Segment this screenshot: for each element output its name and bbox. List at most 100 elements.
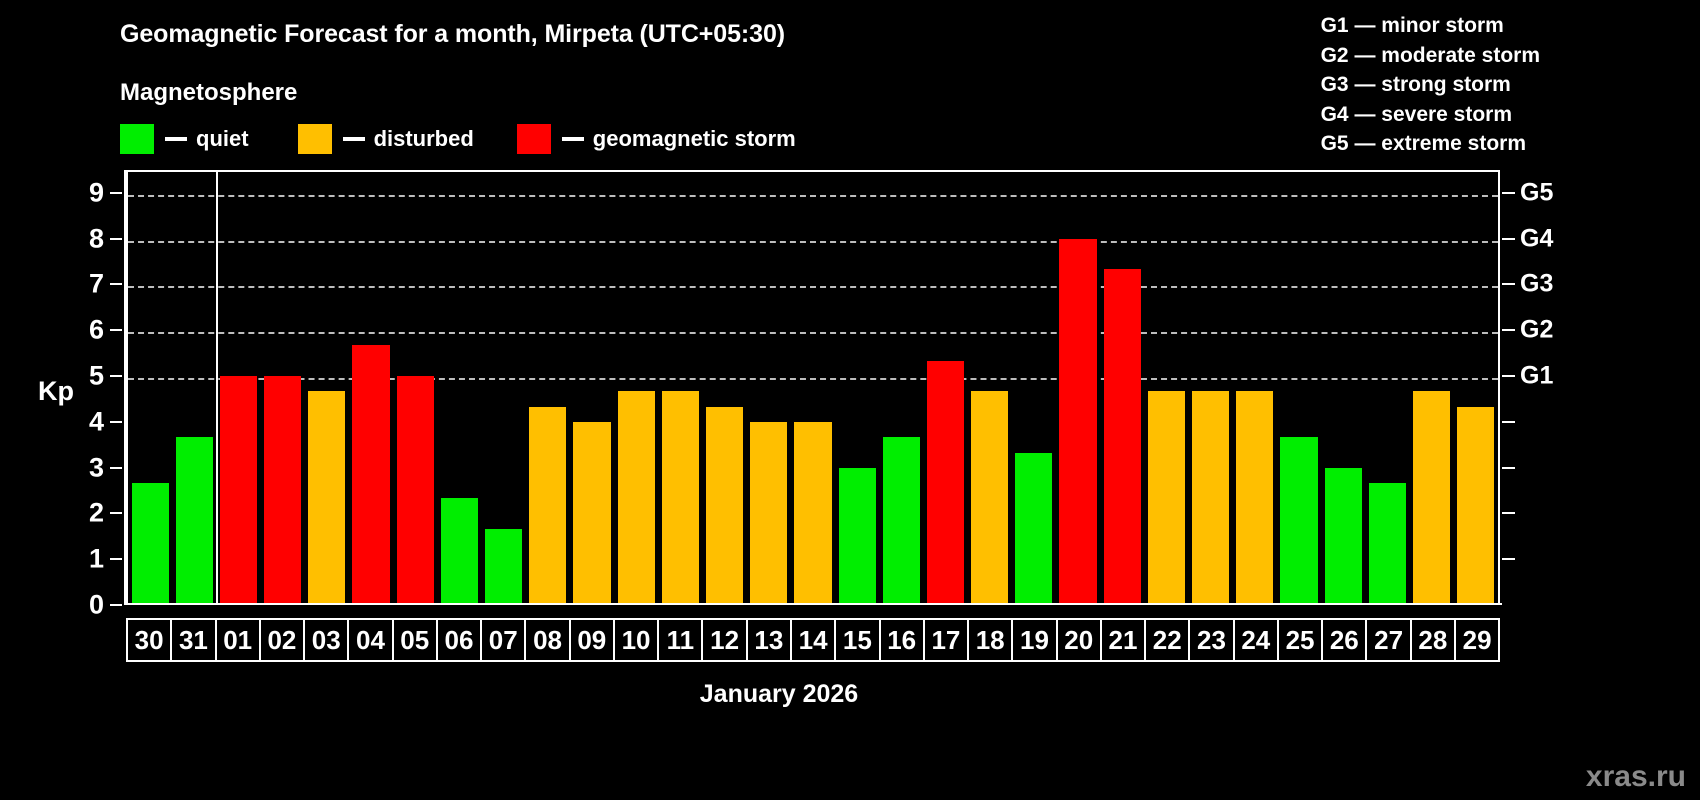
bar-day-18[interactable] (971, 391, 1009, 605)
bar-day-20[interactable] (1059, 238, 1097, 605)
bar-day-14[interactable] (794, 421, 832, 605)
day-label-24[interactable]: 24 (1232, 618, 1279, 662)
bar-day-03[interactable] (308, 391, 346, 605)
bar-cell (570, 172, 614, 605)
day-label-17[interactable]: 17 (922, 618, 970, 662)
day-label-26[interactable]: 26 (1321, 618, 1368, 662)
bar-day-11[interactable] (661, 391, 699, 605)
day-label-22[interactable]: 22 (1144, 618, 1191, 662)
legend-dash-disturbed (342, 137, 365, 141)
bar-day-12[interactable] (705, 406, 744, 605)
bar-day-26[interactable] (1324, 467, 1362, 605)
y-axis-line (124, 170, 126, 605)
legend-swatch-quiet (120, 124, 154, 154)
day-label-27[interactable]: 27 (1365, 618, 1412, 662)
day-label-14[interactable]: 14 (789, 618, 837, 662)
day-label-29[interactable]: 29 (1453, 618, 1501, 662)
bar-cell (1454, 172, 1498, 605)
bar-cell (702, 172, 746, 605)
day-label-16[interactable]: 16 (878, 618, 925, 662)
bar-day-24[interactable] (1236, 391, 1274, 605)
x-axis-line (124, 603, 1502, 605)
bar-cell (1233, 172, 1277, 605)
legend-label-storm: geomagnetic storm (592, 126, 796, 151)
y-tick-label-4: 4 (88, 406, 104, 437)
bar-day-08[interactable] (529, 406, 567, 605)
bar-day-30[interactable] (131, 482, 169, 605)
day-label-05[interactable]: 05 (391, 618, 438, 662)
y-tick-5 (110, 375, 122, 378)
day-label-09[interactable]: 09 (568, 618, 615, 662)
bar-day-09[interactable] (573, 421, 611, 605)
day-label-02[interactable]: 02 (258, 618, 306, 662)
bar-day-10[interactable] (617, 391, 655, 605)
day-label-21[interactable]: 21 (1099, 618, 1147, 662)
legend-item-disturbed: disturbed (297, 124, 474, 154)
bar-day-23[interactable] (1192, 391, 1230, 605)
day-label-12[interactable]: 12 (701, 618, 748, 662)
bar-day-02[interactable] (264, 376, 302, 605)
bar-day-31[interactable] (175, 436, 213, 605)
gridline-kp-8 (128, 240, 1498, 243)
bar-day-29[interactable] (1457, 406, 1495, 605)
bar-day-05[interactable] (396, 376, 434, 605)
g-minor-tick-kp-2 (1502, 512, 1515, 515)
g-tick-G5 (1502, 191, 1515, 194)
day-label-11[interactable]: 11 (657, 618, 704, 662)
day-label-23[interactable]: 23 (1188, 618, 1235, 662)
y-axis-title: Kp (38, 376, 74, 406)
g-tick-label-G3: G3 (1520, 269, 1554, 298)
bar-cell (1100, 172, 1144, 605)
storm-scale-legend: G1 — minor storm G2 — moderate storm G3 … (1321, 11, 1540, 159)
day-label-03[interactable]: 03 (303, 618, 350, 662)
bar-cell (172, 172, 216, 605)
bar-day-15[interactable] (838, 467, 876, 605)
bar-day-07[interactable] (485, 528, 523, 605)
bar-day-19[interactable] (1015, 452, 1053, 605)
day-label-15[interactable]: 15 (834, 618, 881, 662)
day-label-10[interactable]: 10 (612, 618, 660, 662)
bar-cell (791, 172, 835, 605)
storm-scale-row-g1: G1 — minor storm (1320, 14, 1504, 37)
day-label-08[interactable]: 08 (524, 618, 571, 662)
g-tick-label-G2: G2 (1520, 315, 1554, 344)
day-label-31[interactable]: 31 (170, 618, 217, 662)
day-label-13[interactable]: 13 (745, 618, 792, 662)
bar-day-22[interactable] (1147, 391, 1185, 605)
bar-day-01[interactable] (219, 376, 258, 605)
day-label-06[interactable]: 06 (435, 618, 483, 662)
day-label-07[interactable]: 07 (480, 618, 527, 662)
bar-day-21[interactable] (1103, 269, 1141, 605)
bar-day-17[interactable] (926, 360, 965, 605)
bar-day-25[interactable] (1280, 436, 1318, 605)
x-axis-day-labels: 30 31 01 02 03 04 05 06 07 08 09 10 11 12 13 14 15 16 17 18… (126, 618, 1501, 662)
gridline-kp-6 (128, 332, 1498, 335)
bar-day-27[interactable] (1368, 482, 1406, 605)
y-tick-6 (110, 329, 122, 332)
y-tick-7 (110, 283, 122, 286)
legend-item-storm: geomagnetic storm (516, 124, 796, 154)
bar-day-13[interactable] (750, 421, 788, 605)
bar-day-04[interactable] (352, 345, 390, 605)
storm-scale-row-g4: G4 — severe storm (1320, 102, 1513, 126)
y-tick-label-2: 2 (88, 497, 104, 528)
bar-cell (216, 172, 260, 605)
day-label-28[interactable]: 28 (1409, 618, 1456, 662)
y-tick-9 (110, 191, 122, 194)
legend-item-quiet: quiet (120, 124, 249, 154)
bar-cell (1409, 172, 1453, 605)
bar-day-06[interactable] (440, 498, 478, 605)
day-label-19[interactable]: 19 (1011, 618, 1058, 662)
bar-day-16[interactable] (882, 436, 920, 605)
day-label-01[interactable]: 01 (214, 618, 261, 662)
day-label-18[interactable]: 18 (967, 618, 1014, 662)
bar-day-28[interactable] (1412, 391, 1451, 605)
day-label-25[interactable]: 25 (1276, 618, 1324, 662)
y-tick-label-9: 9 (88, 177, 104, 208)
g-tick-G4 (1502, 237, 1515, 240)
day-label-20[interactable]: 20 (1055, 618, 1102, 662)
legend-swatch-disturbed (297, 124, 332, 154)
gridline-kp-5 (128, 378, 1498, 381)
day-label-04[interactable]: 04 (347, 618, 394, 662)
day-label-30[interactable]: 30 (126, 618, 173, 662)
